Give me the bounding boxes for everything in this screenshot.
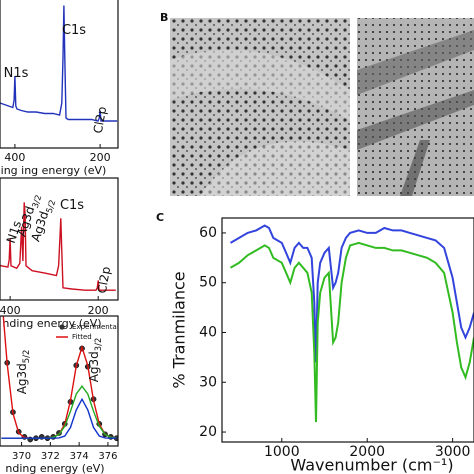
annotation-text: C1s <box>60 198 84 213</box>
annotation-text: N1s <box>4 66 29 81</box>
x-tick-label: 400 <box>4 151 25 164</box>
series-line <box>229 224 474 363</box>
annotation: C1s <box>60 198 84 213</box>
x-axis-label: nding energy (eV) <box>5 462 104 474</box>
panel-label: C <box>156 211 164 224</box>
annotation-text: C1s <box>62 23 86 38</box>
x-tick-label: 372 <box>41 451 60 462</box>
tem-image-left <box>170 18 350 196</box>
x-tick-label: 200 <box>90 151 111 164</box>
axes-frame <box>221 217 474 443</box>
plot <box>0 5 118 122</box>
annotation-subscript: 3/2 <box>29 193 43 209</box>
x-axis-label: nding energy (eV) <box>2 317 101 330</box>
legend-marker <box>59 324 65 330</box>
y-tick-label: 20 <box>199 424 217 440</box>
x-tick-label: 3000 <box>435 444 471 460</box>
axes-frame <box>0 177 119 301</box>
annotation: N1s <box>4 66 29 81</box>
y-tick-label: 40 <box>199 324 217 340</box>
x-axis-label: ding ing energy (eV) <box>0 164 106 177</box>
x-tick-label: 1000 <box>264 444 300 460</box>
annotation: Ag3d3/2 <box>87 338 103 383</box>
annotation-subscript: 5/2 <box>43 198 57 214</box>
x-tick-label: 2000 <box>349 444 385 460</box>
tem-image-right <box>357 18 474 196</box>
data-point <box>0 291 4 296</box>
x-tick-label: 374 <box>70 451 89 462</box>
series-line <box>1 397 117 439</box>
series-line <box>0 202 116 291</box>
annotation-text: Ag3d <box>87 351 101 382</box>
annotation-subscript: 3/2 <box>93 338 103 351</box>
annotation: N1s <box>3 219 23 245</box>
axes-frame <box>0 0 119 149</box>
annotation-text: Cl2p <box>94 265 112 294</box>
plot <box>0 202 116 291</box>
annotation: Cl2p <box>94 265 112 294</box>
annotation: Ag3d5/2 <box>15 350 31 395</box>
x-tick-label: 370 <box>12 451 31 462</box>
x-tick-label: 200 <box>88 304 109 317</box>
series-line <box>229 241 474 423</box>
y-tick-label: 60 <box>199 225 217 241</box>
legend-label: Experimental <box>72 323 119 331</box>
x-tick-label: 376 <box>98 451 117 462</box>
y-tick-label: 30 <box>199 374 217 390</box>
legend-label: Fitted <box>72 333 92 341</box>
series-line <box>0 5 118 122</box>
annotation-text: N1s <box>3 219 23 245</box>
plot <box>0 291 118 443</box>
panel-label: B <box>160 11 168 24</box>
annotation-text: Ag3d <box>15 363 29 394</box>
axes-frame <box>0 315 119 447</box>
annotation: C1s <box>62 23 86 38</box>
annotation: Cl2p <box>90 105 108 134</box>
annotation-text: Cl2p <box>90 105 108 134</box>
x-axis-label: Wavenumber (cm⁻¹) <box>290 456 453 474</box>
plot <box>229 224 474 423</box>
x-tick-label: 400 <box>0 304 21 317</box>
y-axis-label: % Tranmilance <box>170 271 189 388</box>
y-tick-label: 50 <box>199 275 217 291</box>
annotation-subscript: 5/2 <box>21 350 31 363</box>
